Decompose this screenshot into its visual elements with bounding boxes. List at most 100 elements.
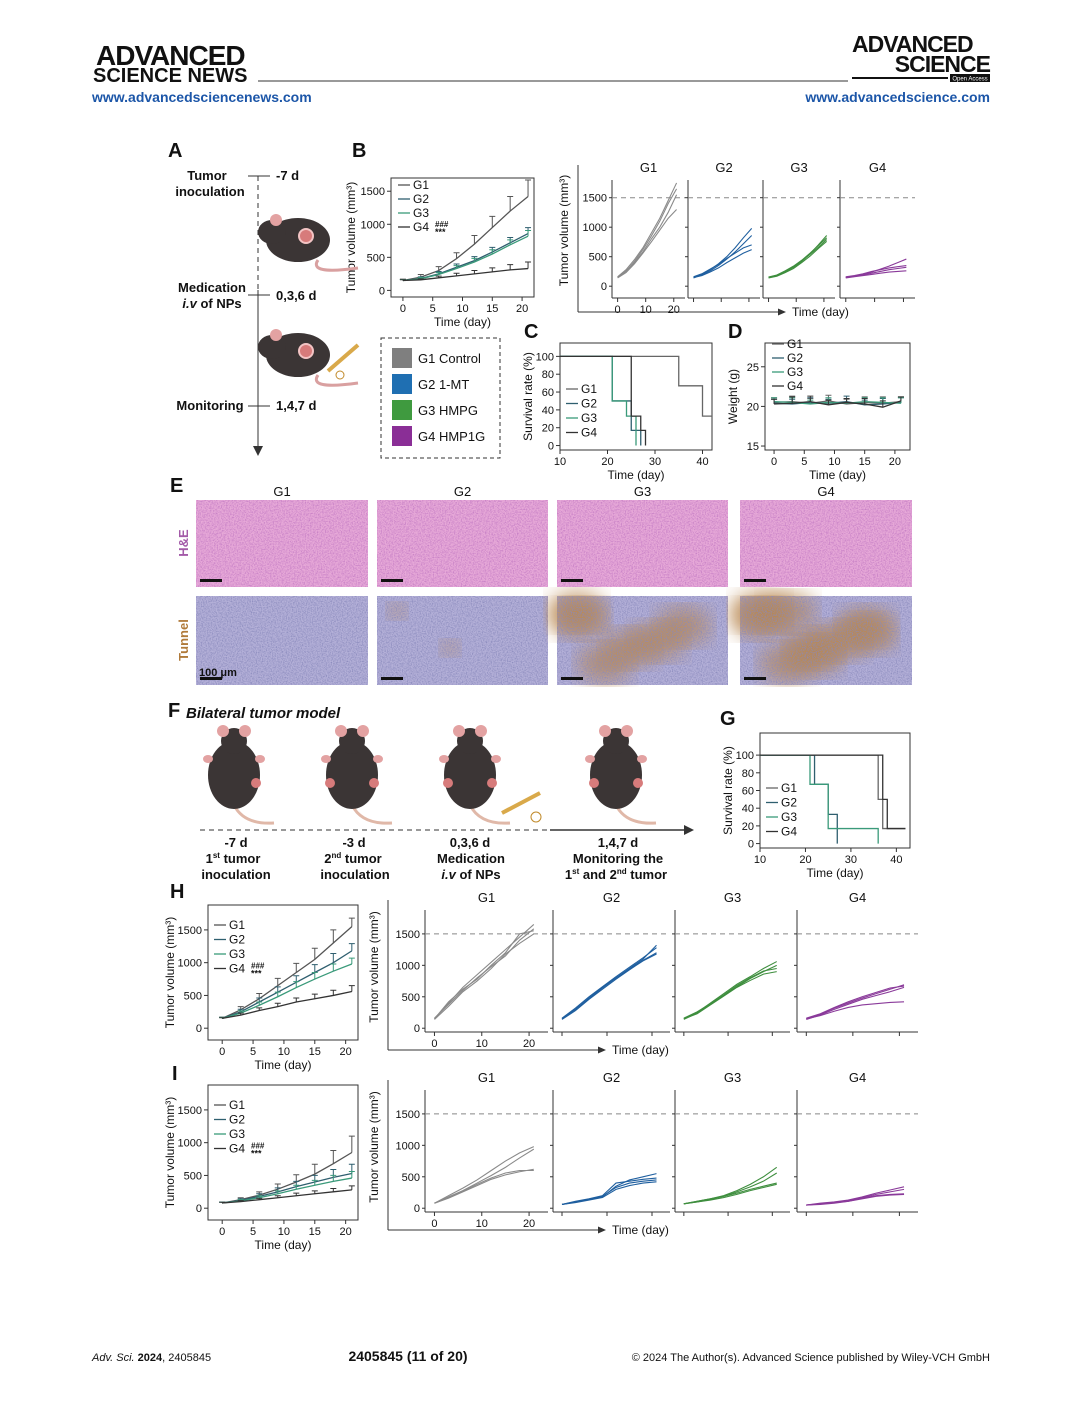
y-tick-label: 1000 [583,222,607,234]
series-line [774,400,902,408]
error-bar [417,278,424,280]
legend-label: G1 [787,337,803,351]
x-tick-label: 10 [476,1038,488,1050]
x-tick-label: 0 [219,1226,225,1238]
mouse-ear [270,214,282,226]
error-bar [330,1174,337,1182]
significance-mark: *** [251,1149,262,1159]
error-bar [525,179,532,197]
error-bar [311,1163,318,1175]
step-text: 1st and 2nd tumor [565,867,667,882]
mouse-illustration [258,214,359,272]
error-bar [471,270,478,274]
x-tick-label: 20 [889,456,901,468]
tissue-texture [196,596,368,685]
x-tick-label: 20 [601,456,613,468]
panel-title: G2 [603,1070,620,1085]
x-tick-label: 5 [250,1226,256,1238]
error-bar [256,997,263,1002]
panel-label: A [168,140,182,162]
journal-sub: SCIENCE [895,51,991,77]
mouse-illustration [321,725,393,825]
mouse-curve [806,1001,905,1020]
y-tick-label: 40 [542,405,554,417]
mouse-curve [434,933,535,1020]
column-title: G3 [634,484,651,499]
x-tick-label: 20 [340,1046,352,1058]
legend-label: G1 [581,382,597,396]
error-bar [330,1150,337,1164]
x-tick-label: 0 [431,1218,437,1230]
url-right[interactable]: www.advancedscience.com [804,89,990,105]
x-tick-label: 20 [516,303,528,315]
error-bar [311,1190,318,1194]
panel-label: I [172,1063,178,1085]
series-line [222,963,353,1019]
tissue-texture [196,500,368,587]
y-tick-label: 1500 [178,1105,202,1117]
step-text: Monitoring [176,398,243,413]
panel-label: F [168,700,180,722]
step-text-part: nd [332,851,342,860]
legend-label: G2 1-MT [418,377,469,392]
column-title: G1 [273,484,290,499]
error-bar [219,1201,226,1203]
panel-title: Bilateral tumor model [186,705,341,722]
column-title: G2 [454,484,471,499]
series-line [221,950,353,1019]
mouse-curve [683,1183,777,1205]
legend-label: G3 [781,810,797,824]
error-bar [293,1184,300,1190]
y-axis-label: Tumor volume (mm³) [163,917,177,1029]
tumor [633,778,643,788]
panel-title: G1 [478,1070,495,1085]
x-tick-label: 5 [250,1046,256,1058]
error-bar [274,986,281,993]
mouse-illustration [258,329,360,387]
step-text-part: i.v [441,867,456,882]
scale-bar [744,677,766,680]
error-bar [471,235,478,245]
error-bar [311,1179,318,1186]
legend-label: G3 [229,1127,245,1141]
x-tick-label: 20 [523,1218,535,1230]
tumor [443,778,453,788]
histology-image [732,591,912,685]
nanoparticle [335,370,345,380]
y-tick-label: 80 [742,768,754,780]
mouse-curve [617,194,678,278]
error-bar [311,947,318,960]
step-text-part: of NPs [197,296,242,311]
panel-title: G4 [849,890,866,905]
mouse-paw [439,755,449,763]
step-text-part: tumor [341,851,381,866]
histology-image [740,500,912,587]
legend-label: G4 [581,426,597,440]
arrow-head [598,1226,606,1234]
y-tick-label: 0 [196,1203,202,1215]
mouse-curve [561,947,657,1019]
badge-box [950,74,990,82]
error-bar [237,1012,244,1016]
error-bar [399,279,406,281]
mouse-tail [314,259,359,272]
mouse-ear [621,725,633,737]
error-bar [256,1001,263,1006]
y-tick-label: 20 [747,401,759,413]
mouse-ear [270,329,282,341]
error-bar [897,396,904,401]
url-left[interactable]: www.advancedsciencenews.com [91,89,312,105]
y-axis-label: Tumor volume (mm³) [367,1091,381,1203]
x-axis-label: Time (day) [255,1238,312,1252]
step-text-part: of NPs [456,867,501,882]
mouse-paw [373,755,383,763]
legend-label: G2 [229,1113,245,1127]
legend-label: G3 HMPG [418,403,478,418]
x-tick-label: 0 [431,1038,437,1050]
mouse-head [258,335,286,359]
step-text-part: 2 [324,851,331,866]
legend-label: G4 [787,379,803,393]
mouse-body [590,741,642,809]
y-tick-label: 500 [589,252,607,264]
y-tick-label: 0 [414,1023,420,1035]
